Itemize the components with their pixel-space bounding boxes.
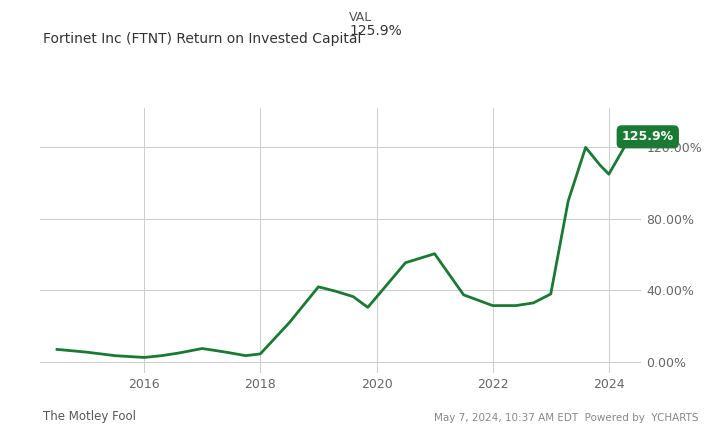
Text: Fortinet Inc (FTNT) Return on Invested Capital: Fortinet Inc (FTNT) Return on Invested C… <box>43 32 361 46</box>
Text: May 7, 2024, 10:37 AM EDT  Powered by  YCHARTS: May 7, 2024, 10:37 AM EDT Powered by YCH… <box>434 413 698 423</box>
Text: VAL: VAL <box>349 11 372 24</box>
Text: 125.9%: 125.9% <box>349 24 402 38</box>
Text: The Motley Fool: The Motley Fool <box>43 411 136 423</box>
Text: 125.9%: 125.9% <box>621 131 674 143</box>
